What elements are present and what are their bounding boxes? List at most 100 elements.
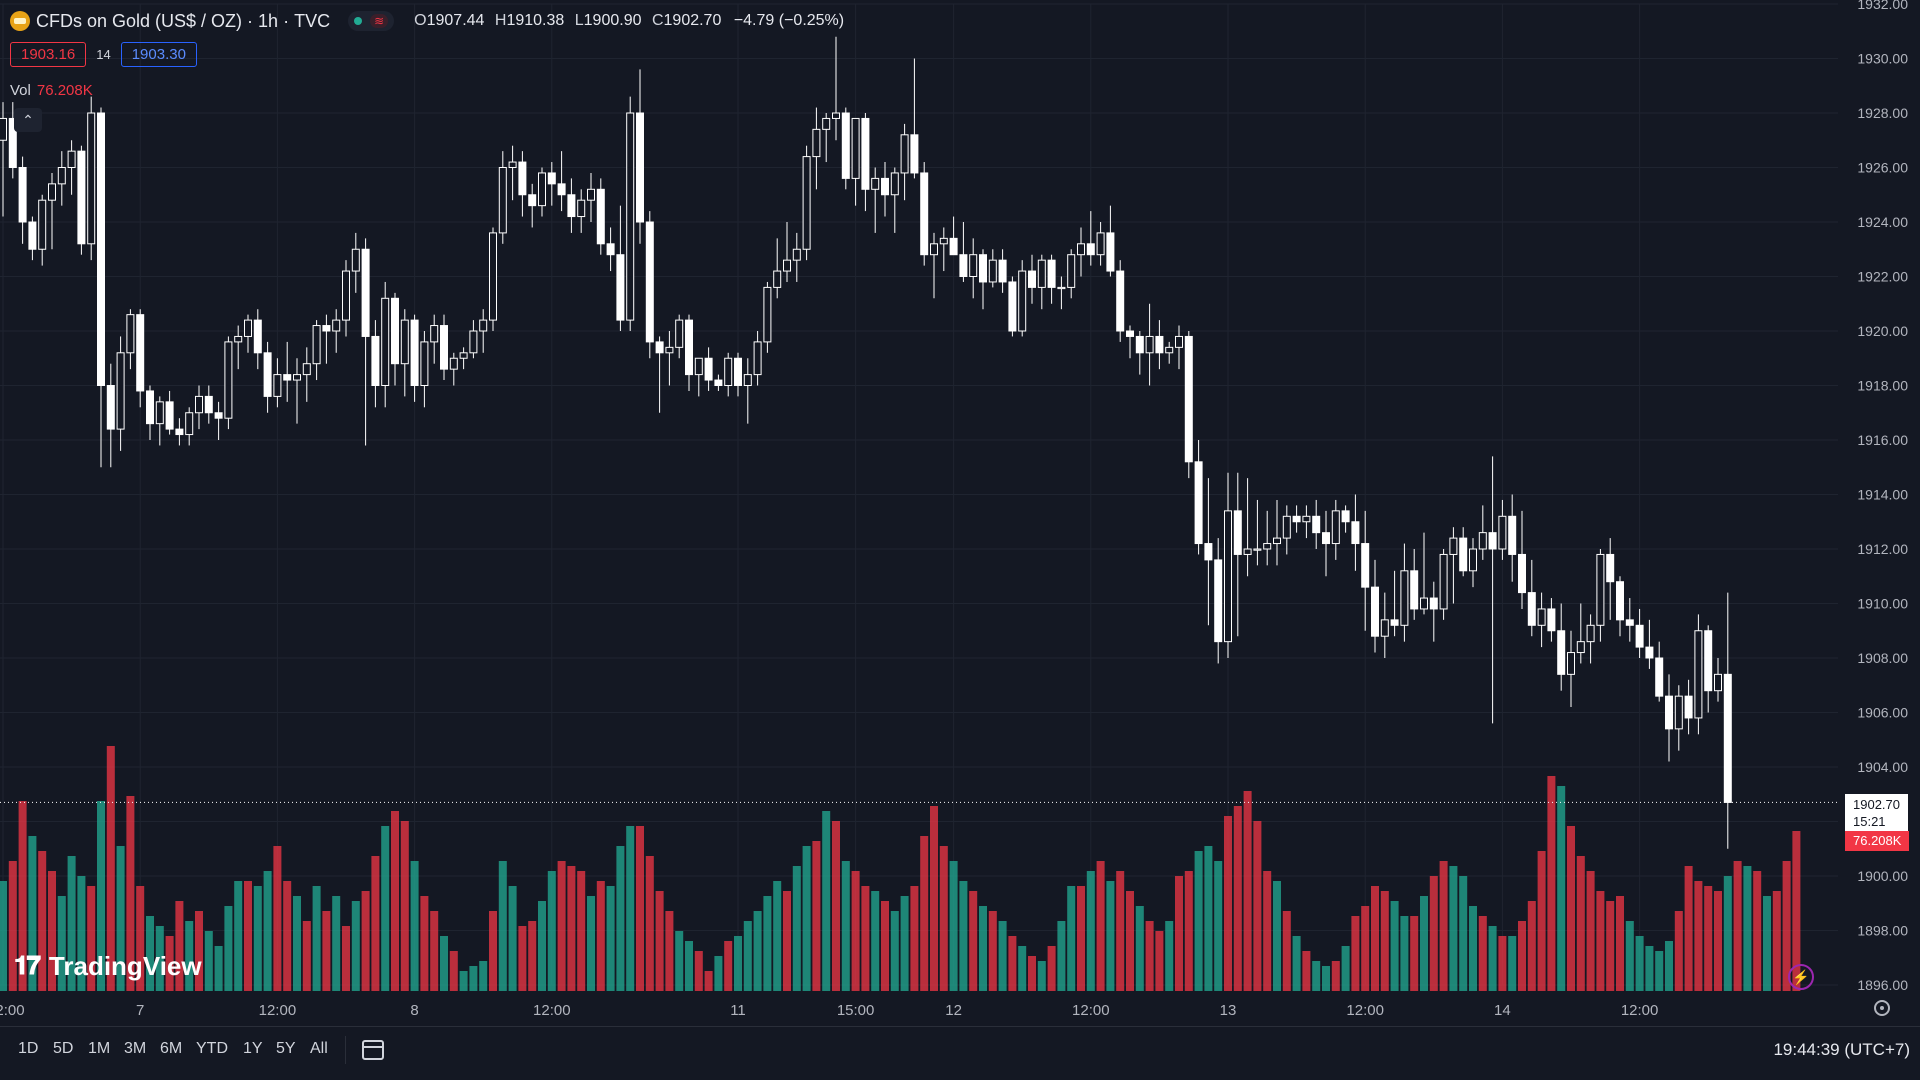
candle-up xyxy=(1380,619,1389,637)
volume-bar xyxy=(253,886,262,991)
candle-up xyxy=(38,199,47,250)
candle-up xyxy=(675,319,684,348)
range-all-button[interactable]: All xyxy=(310,1040,328,1057)
volume-bar xyxy=(518,926,527,991)
candle-up xyxy=(0,117,7,141)
volume-bar xyxy=(538,901,546,991)
candle-up xyxy=(57,167,66,185)
candle-up xyxy=(1586,624,1595,643)
volume-bars xyxy=(0,746,1801,991)
volume-bar xyxy=(1263,871,1272,991)
volume-bar xyxy=(381,826,390,991)
trade-panel: 1903.16 14 1903.30 xyxy=(10,42,197,67)
candle-up xyxy=(1282,515,1291,539)
volume-bar xyxy=(400,821,409,991)
candle-down xyxy=(567,194,576,218)
volume-bar xyxy=(1351,916,1360,991)
candle-down xyxy=(440,325,448,370)
range-6m-button[interactable]: 6M xyxy=(160,1040,183,1057)
y-tick-label: 1910.00 xyxy=(1857,596,1908,612)
candle-down xyxy=(1684,695,1693,719)
volume-bar xyxy=(988,911,997,991)
symbol-name[interactable]: CFDs on Gold (US$ / OZ) xyxy=(36,10,243,31)
volume-bar xyxy=(342,926,350,991)
volume-bar xyxy=(1674,911,1683,991)
candle-up xyxy=(469,330,478,354)
x-tick-label: 12:00 xyxy=(1346,1002,1384,1019)
buy-price-button[interactable]: 1903.30 xyxy=(120,42,197,67)
candle-up xyxy=(1263,543,1272,550)
range-1m-button[interactable]: 1M xyxy=(88,1040,111,1057)
ohlc-readout: O1907.44 H1910.38 L1900.90 C1902.70 −4.7… xyxy=(414,12,845,29)
collapse-chevron-icon[interactable]: ⌃ xyxy=(14,108,42,132)
candle-down xyxy=(136,314,145,392)
candle-up xyxy=(1714,673,1722,692)
volume-bar xyxy=(175,901,184,991)
candle-down xyxy=(391,297,399,365)
volume-bar xyxy=(1469,906,1477,991)
candle-down xyxy=(557,183,566,196)
candle-down xyxy=(1126,330,1134,337)
candle-up xyxy=(1439,553,1448,610)
x-tick-label: 12:00 xyxy=(533,1002,571,1019)
volume-bar xyxy=(263,871,272,991)
candle-down xyxy=(910,134,919,174)
volume-bar xyxy=(1126,891,1134,991)
candle-down xyxy=(1351,521,1360,545)
candle-down xyxy=(1547,608,1556,632)
volume-bar xyxy=(685,941,693,991)
calendar-goto-icon[interactable] xyxy=(362,1040,384,1060)
x-tick-label: 12:00 xyxy=(259,1002,297,1019)
candle-up xyxy=(312,325,321,365)
volume-bar xyxy=(283,881,292,991)
range-1d-button[interactable]: 1D xyxy=(18,1040,39,1057)
clock[interactable]: 19:44:39 (UTC+7) xyxy=(1773,1040,1910,1059)
range-5y-button[interactable]: 5Y xyxy=(276,1040,296,1057)
range-1y-button[interactable]: 1Y xyxy=(243,1040,263,1057)
candle-up xyxy=(969,254,978,277)
volume-bar xyxy=(18,801,27,991)
candle-up xyxy=(753,341,762,376)
volume-bar xyxy=(126,796,135,991)
volume-bar xyxy=(440,936,448,991)
volume-bar xyxy=(302,921,311,991)
bolt-icon[interactable]: ⚡ xyxy=(1788,964,1814,990)
range-ytd-button[interactable]: YTD xyxy=(196,1040,228,1057)
volume-bar xyxy=(8,861,17,991)
sell-price-button[interactable]: 1903.16 xyxy=(10,42,87,67)
candle-down xyxy=(655,341,664,354)
interval[interactable]: 1h xyxy=(258,10,279,31)
volume-bar xyxy=(724,941,733,991)
candle-down xyxy=(959,254,968,277)
volume-bar xyxy=(1439,861,1448,991)
settings-gear-icon[interactable] xyxy=(1874,1000,1890,1016)
x-tick-label: 13 xyxy=(1220,1002,1237,1019)
candle-down xyxy=(77,150,86,245)
candle-up xyxy=(871,177,880,190)
candle-up xyxy=(126,314,135,354)
volume-bar xyxy=(391,811,399,991)
candle-up xyxy=(832,112,840,119)
candle-down xyxy=(1635,624,1644,648)
candle-down xyxy=(596,188,605,245)
volume-bar xyxy=(626,826,635,991)
candle-down xyxy=(165,401,174,430)
range-5d-button[interactable]: 5D xyxy=(53,1040,74,1057)
volume-bar xyxy=(489,911,497,991)
candle-up xyxy=(1253,548,1262,551)
market-status[interactable]: ≋ xyxy=(348,11,395,31)
volume-bar xyxy=(38,851,47,991)
range-3m-button[interactable]: 3M xyxy=(124,1040,147,1057)
volume-bar xyxy=(959,881,968,991)
volume-bar xyxy=(146,916,154,991)
volume-bar xyxy=(116,846,125,991)
y-tick-label: 1898.00 xyxy=(1857,923,1908,939)
candle-down xyxy=(1606,553,1615,583)
volume-bar xyxy=(871,891,880,991)
candle-up xyxy=(293,374,301,381)
candle-up xyxy=(900,134,909,174)
candle-down xyxy=(1655,657,1664,697)
volume-bar xyxy=(577,871,586,991)
volume-bar xyxy=(1047,946,1056,991)
